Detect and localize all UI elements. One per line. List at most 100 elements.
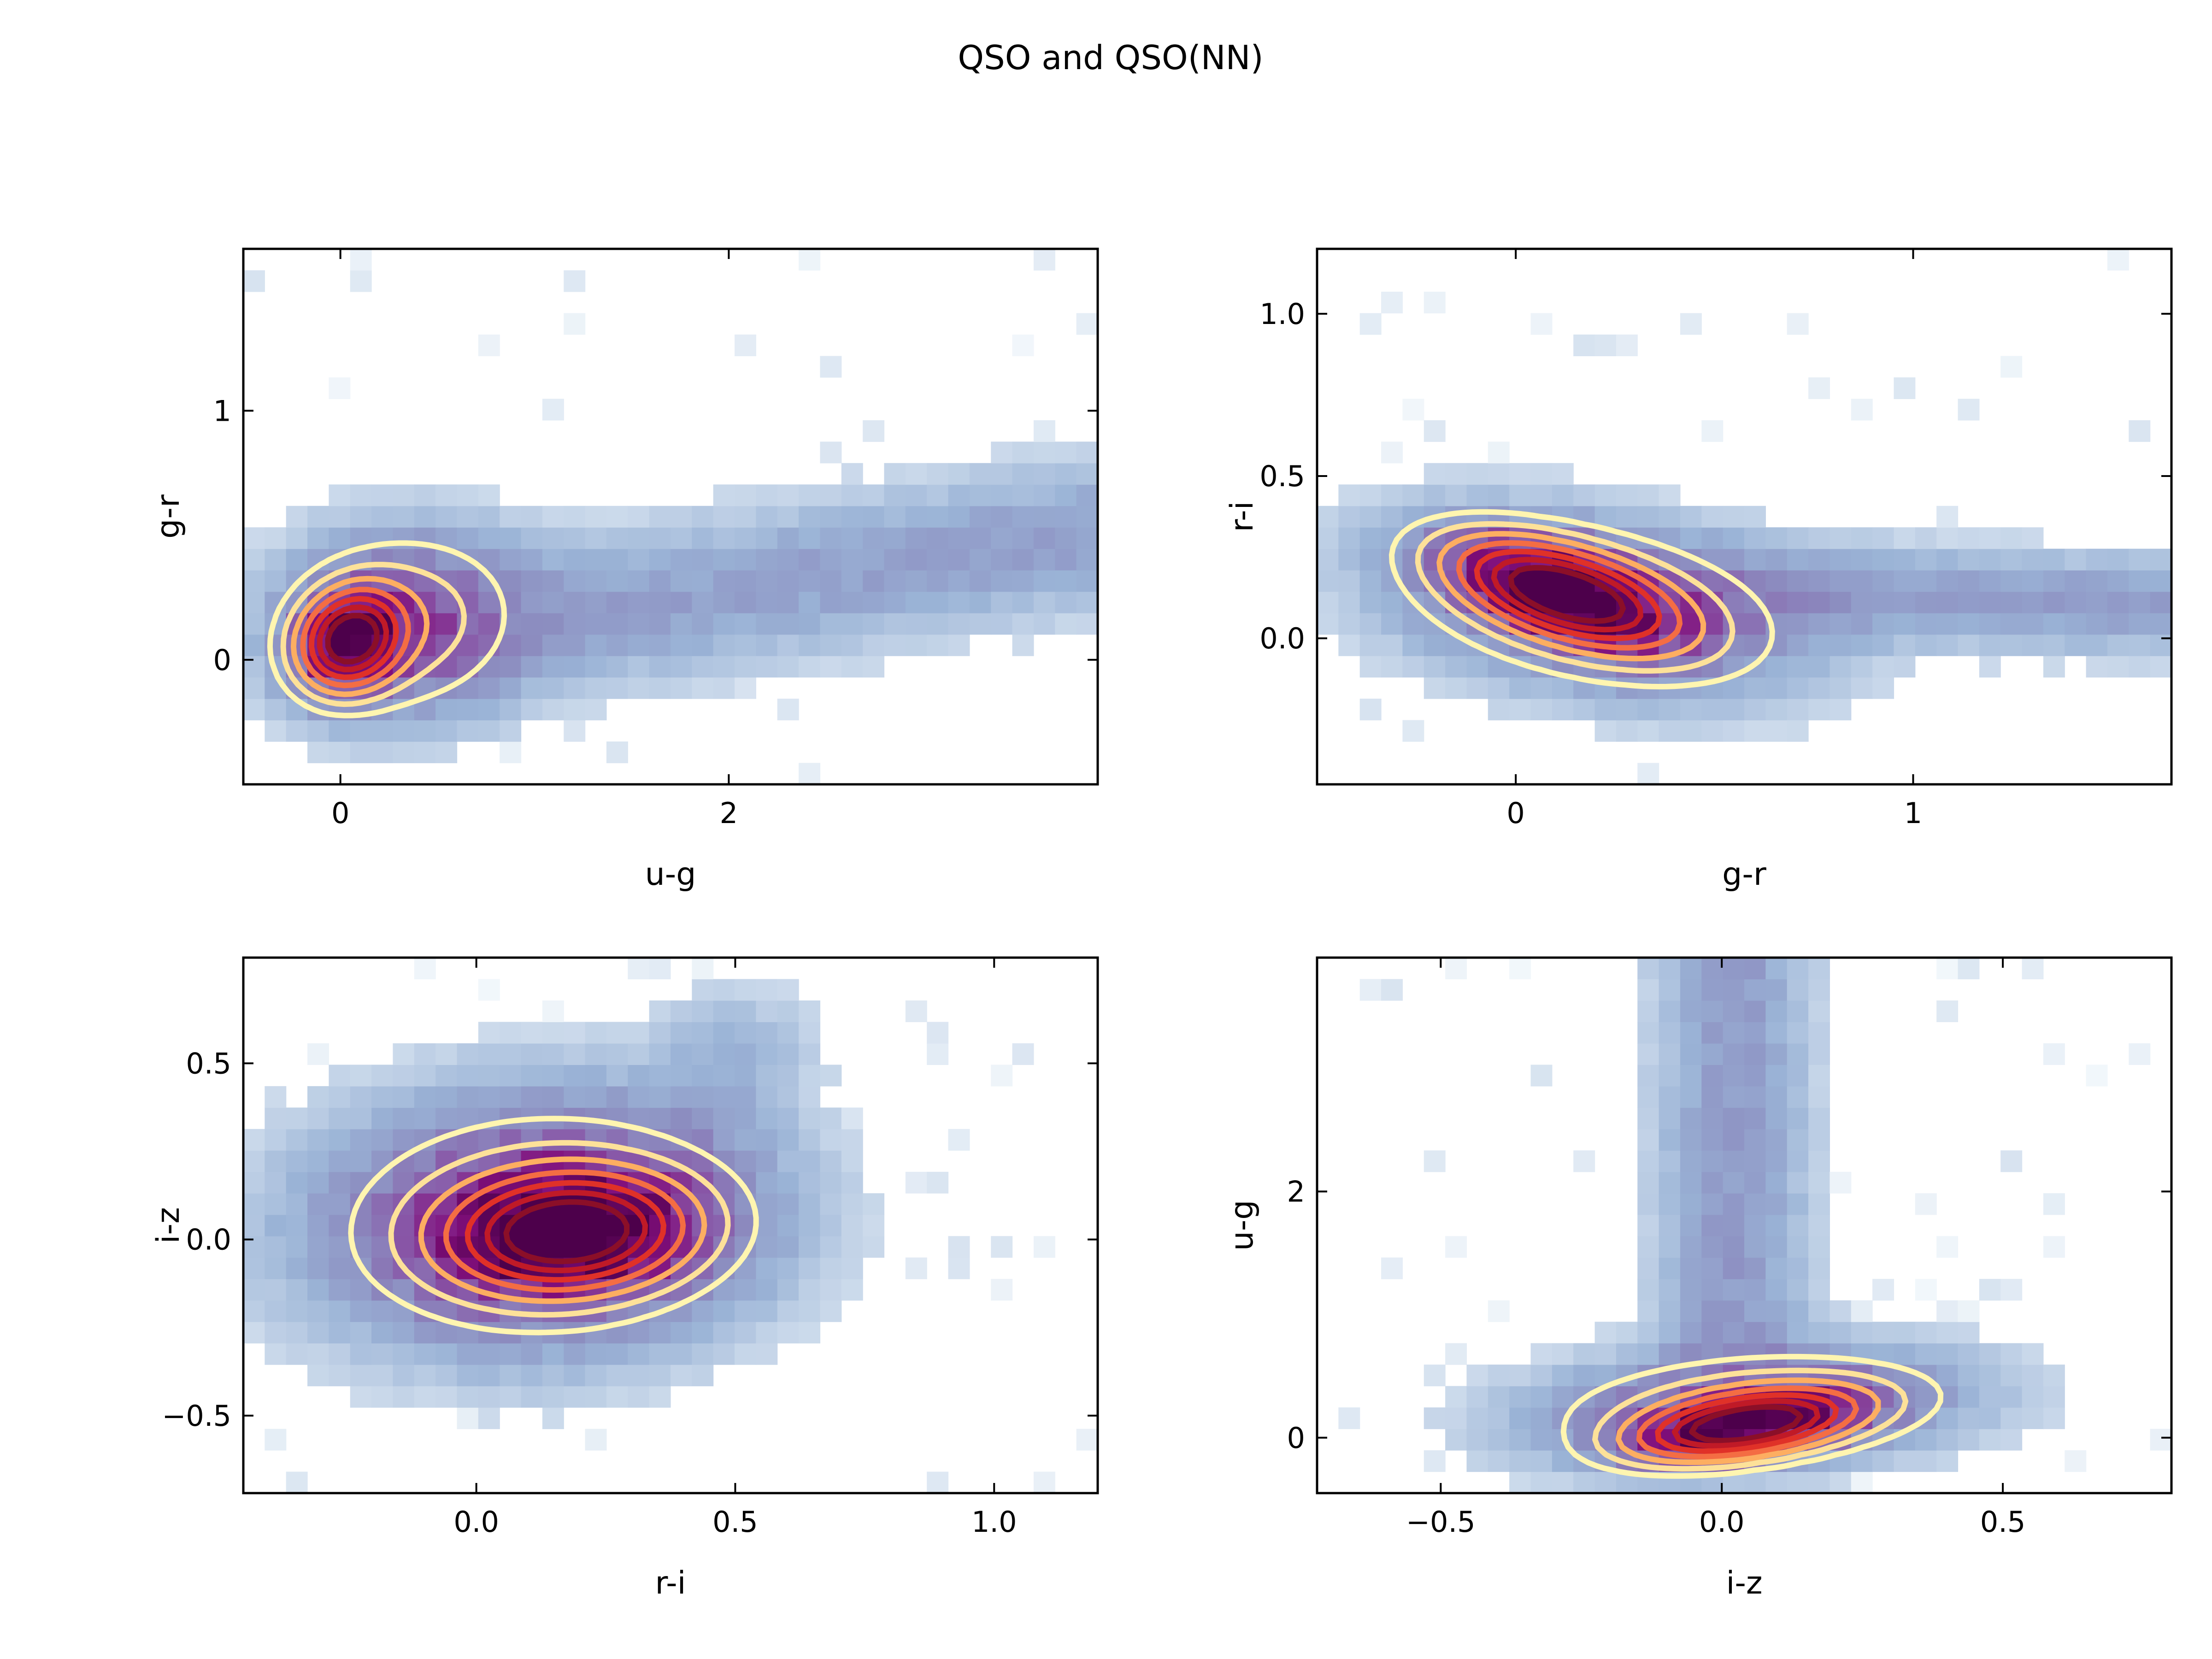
histogram-cell [1723,506,1745,528]
axes-frame [1316,956,2173,1494]
histogram-cell [1424,291,1446,314]
histogram-cell [1851,527,1873,549]
histogram-cell [1808,1322,1830,1344]
histogram-cell [948,1129,970,1151]
histogram-cell [1659,1000,1681,1023]
contour-level [1456,540,1683,651]
histogram-cell [2043,1043,2065,1065]
histogram-cell [564,1043,586,1065]
histogram-cell [542,548,564,571]
histogram-cell [500,699,522,721]
histogram-cell [457,1086,479,1108]
histogram-cell [564,570,586,592]
histogram-cell [799,506,821,528]
histogram-cell [692,958,714,980]
histogram-cell [1765,1193,1788,1215]
histogram-cell [478,1065,500,1087]
histogram-cell [1787,1086,1809,1108]
histogram-cell [1915,591,1937,613]
histogram-cell [1872,591,1894,613]
histogram-cell [991,484,1013,506]
histogram-cell [1338,527,1360,549]
histogram-cell [521,1300,543,1322]
histogram-cell [286,1322,308,1344]
histogram-cell [542,1236,564,1258]
histogram-cell [628,634,650,656]
histogram-cell [692,613,714,635]
histogram-cell [393,484,415,506]
histogram-cell [692,527,714,549]
histogram-cell [606,1043,628,1065]
histogram-cell [671,506,692,528]
histogram-cell [969,548,991,571]
histogram-cell [542,677,564,699]
histogram-cell [1765,1150,1788,1172]
histogram-cell [1637,1022,1659,1044]
histogram-cell [564,313,586,335]
histogram-cell [1872,1322,1894,1344]
histogram-cell [841,570,863,592]
histogram-cell [756,1043,778,1065]
histogram-cell [628,613,650,635]
contour-level [1474,548,1662,641]
histogram-cell [350,1150,372,1172]
histogram-cell [1509,1471,1531,1493]
histogram-cell [1765,1043,1788,1065]
histogram-cell [1680,1150,1702,1172]
histogram-cell [841,591,863,613]
histogram-cell [1787,591,1809,613]
histogram-cell [307,1193,329,1215]
histogram-cell [1979,1365,2001,1387]
histogram-cell [1936,1450,1959,1472]
histogram-cell [628,548,650,571]
histogram-cell [692,1065,714,1087]
histogram-cell [1317,527,1339,549]
histogram-cell [1808,527,1830,549]
histogram-cell [735,548,756,571]
histogram-cell [777,1129,799,1151]
histogram-cell [350,1343,372,1365]
histogram-cell [500,741,522,764]
histogram-cell [1958,548,1980,571]
histogram-cell [1808,1214,1830,1236]
x-axis-label: u-g [645,856,696,893]
histogram-cell [521,677,543,699]
histogram-cell [521,656,543,678]
histogram-cell [756,548,778,571]
histogram-cell [671,613,692,635]
histogram-cell [1594,1471,1617,1493]
histogram-cell [820,1279,842,1301]
histogram-cell [243,570,265,592]
histogram-cell [500,656,522,678]
histogram-cell [1787,958,1809,980]
histogram-cell [863,1193,885,1215]
histogram-cell [1659,1193,1681,1215]
histogram-cell [585,634,607,656]
histogram-cell [927,1043,949,1065]
histogram-cell [756,656,778,678]
histogram-cell [521,1022,543,1044]
histogram-cell [820,1193,842,1215]
histogram-cell [478,1022,500,1044]
histogram-cell [1033,420,1055,442]
histogram-cell [393,1086,415,1108]
histogram-cell [371,1365,394,1387]
histogram-cell [1359,570,1382,592]
histogram-cell [841,634,863,656]
histogram-cell [1055,506,1077,528]
histogram-cell [756,1150,778,1172]
histogram-cell [884,591,906,613]
histogram-cell [777,1236,799,1258]
histogram-cell [585,1065,607,1087]
histogram-cell [243,1300,265,1322]
histogram-cell [1012,334,1034,356]
histogram-cell [1402,399,1424,421]
histogram-cell [1958,613,1980,635]
histogram-cell [265,1193,287,1215]
histogram-cell [1424,484,1446,506]
histogram-cell [564,656,586,678]
histogram-cell [692,1343,714,1365]
histogram-cell [777,1171,799,1194]
histogram-cell [457,699,479,721]
histogram-cell [1381,291,1403,314]
